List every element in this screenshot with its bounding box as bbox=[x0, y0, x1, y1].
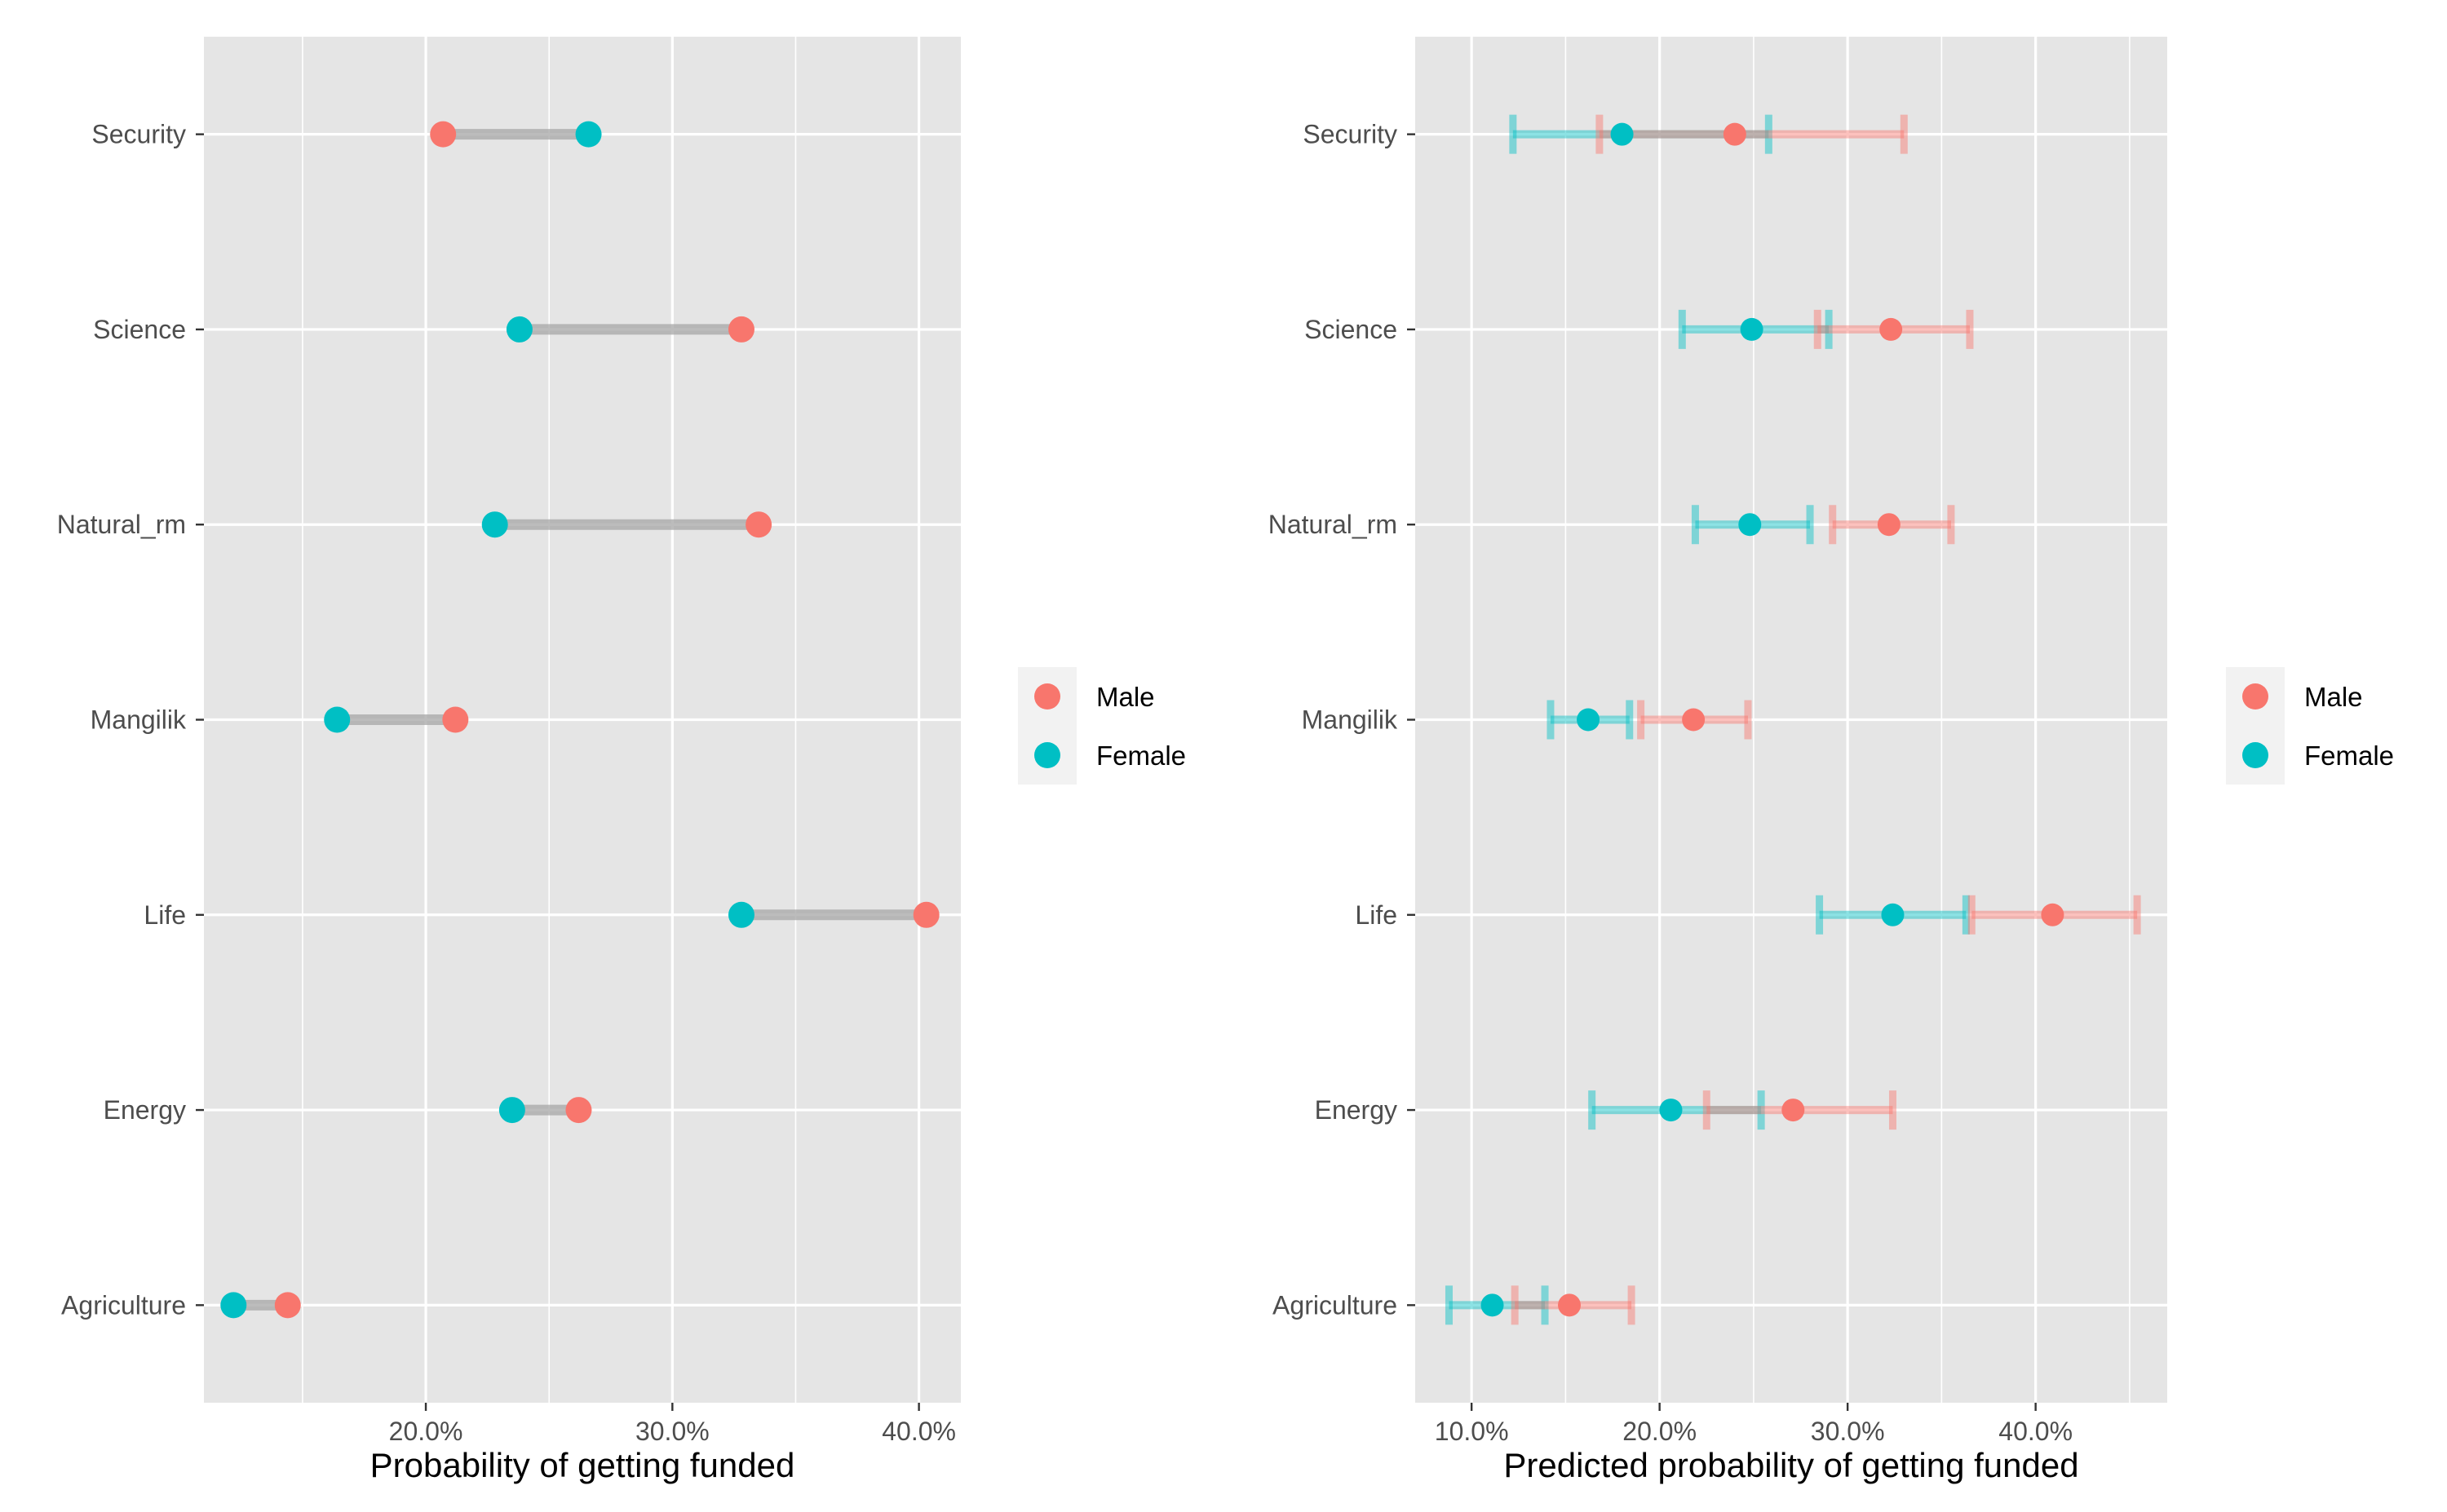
point-male-science bbox=[728, 316, 754, 343]
y-tick-label-science: Science bbox=[93, 315, 186, 344]
point-male-mangilik bbox=[1682, 708, 1706, 732]
legend-key-female bbox=[2242, 742, 2268, 768]
point-male-security bbox=[430, 121, 457, 148]
y-tick-label-mangilik: Mangilik bbox=[1302, 705, 1398, 735]
point-male-life bbox=[2041, 903, 2064, 926]
x-tick-label: 30.0% bbox=[635, 1417, 710, 1446]
point-male-agriculture bbox=[1558, 1293, 1582, 1317]
x-axis-title: Predicted probability of getting funded bbox=[1503, 1446, 2078, 1484]
y-tick-label-agriculture: Agriculture bbox=[1272, 1290, 1397, 1320]
legend-label-male: Male bbox=[2304, 682, 2363, 712]
point-female-life bbox=[728, 901, 754, 928]
x-tick-label: 40.0% bbox=[882, 1417, 956, 1446]
point-male-life bbox=[913, 901, 940, 928]
point-female-agriculture bbox=[220, 1292, 247, 1319]
y-tick-label-security: Security bbox=[91, 120, 186, 149]
x-axis-title: Probability of getting funded bbox=[370, 1446, 795, 1484]
point-male-mangilik bbox=[442, 706, 469, 733]
y-tick-label-science: Science bbox=[1304, 315, 1397, 344]
y-tick-label-energy: Energy bbox=[1315, 1095, 1397, 1125]
legend-label-female: Female bbox=[2304, 741, 2394, 771]
point-female-mangilik bbox=[1577, 708, 1600, 732]
point-female-security bbox=[575, 121, 602, 148]
x-tick-label: 20.0% bbox=[389, 1417, 463, 1446]
point-female-mangilik bbox=[324, 706, 351, 733]
x-tick-label: 10.0% bbox=[1435, 1417, 1509, 1446]
point-male-energy bbox=[565, 1097, 592, 1124]
y-tick-label-energy: Energy bbox=[104, 1095, 186, 1125]
x-tick-label: 30.0% bbox=[1811, 1417, 1885, 1446]
y-tick-label-natural-rm: Natural_rm bbox=[57, 510, 186, 539]
legend-key-female bbox=[1034, 742, 1060, 768]
point-male-natural-rm bbox=[1877, 513, 1901, 537]
point-female-life bbox=[1881, 903, 1905, 926]
point-female-natural-rm bbox=[1738, 513, 1762, 537]
point-female-natural-rm bbox=[481, 511, 508, 538]
point-female-science bbox=[506, 316, 533, 343]
point-female-energy bbox=[498, 1097, 525, 1124]
point-female-agriculture bbox=[1480, 1293, 1504, 1317]
point-male-energy bbox=[1781, 1099, 1805, 1122]
x-tick-label: 20.0% bbox=[1622, 1417, 1697, 1446]
left-chart: Security Science Natural_rm Mangilik Life Ene… bbox=[57, 37, 1186, 1484]
y-tick-label-life: Life bbox=[144, 900, 186, 930]
y-tick-label-agriculture: Agriculture bbox=[61, 1290, 186, 1320]
point-male-science bbox=[1879, 317, 1903, 341]
y-tick-label-security: Security bbox=[1303, 120, 1397, 149]
point-female-security bbox=[1610, 122, 1634, 146]
point-male-natural-rm bbox=[746, 511, 772, 538]
y-tick-label-mangilik: Mangilik bbox=[91, 705, 187, 735]
legend-key-male bbox=[2242, 683, 2268, 710]
point-male-security bbox=[1723, 122, 1746, 146]
y-tick-label-natural-rm: Natural_rm bbox=[1268, 510, 1397, 539]
point-female-science bbox=[1740, 317, 1763, 341]
point-male-agriculture bbox=[274, 1292, 301, 1319]
legend-key-male bbox=[1034, 683, 1060, 710]
point-female-energy bbox=[1659, 1099, 1683, 1122]
legend-label-female: Female bbox=[1096, 741, 1186, 771]
legend-label-male: Male bbox=[1096, 682, 1155, 712]
x-tick-label: 40.0% bbox=[1998, 1417, 2073, 1446]
y-tick-label-life: Life bbox=[1355, 900, 1397, 930]
right-chart: Security Science Natural_rm Mangilik Life Ene… bbox=[1268, 37, 2394, 1484]
